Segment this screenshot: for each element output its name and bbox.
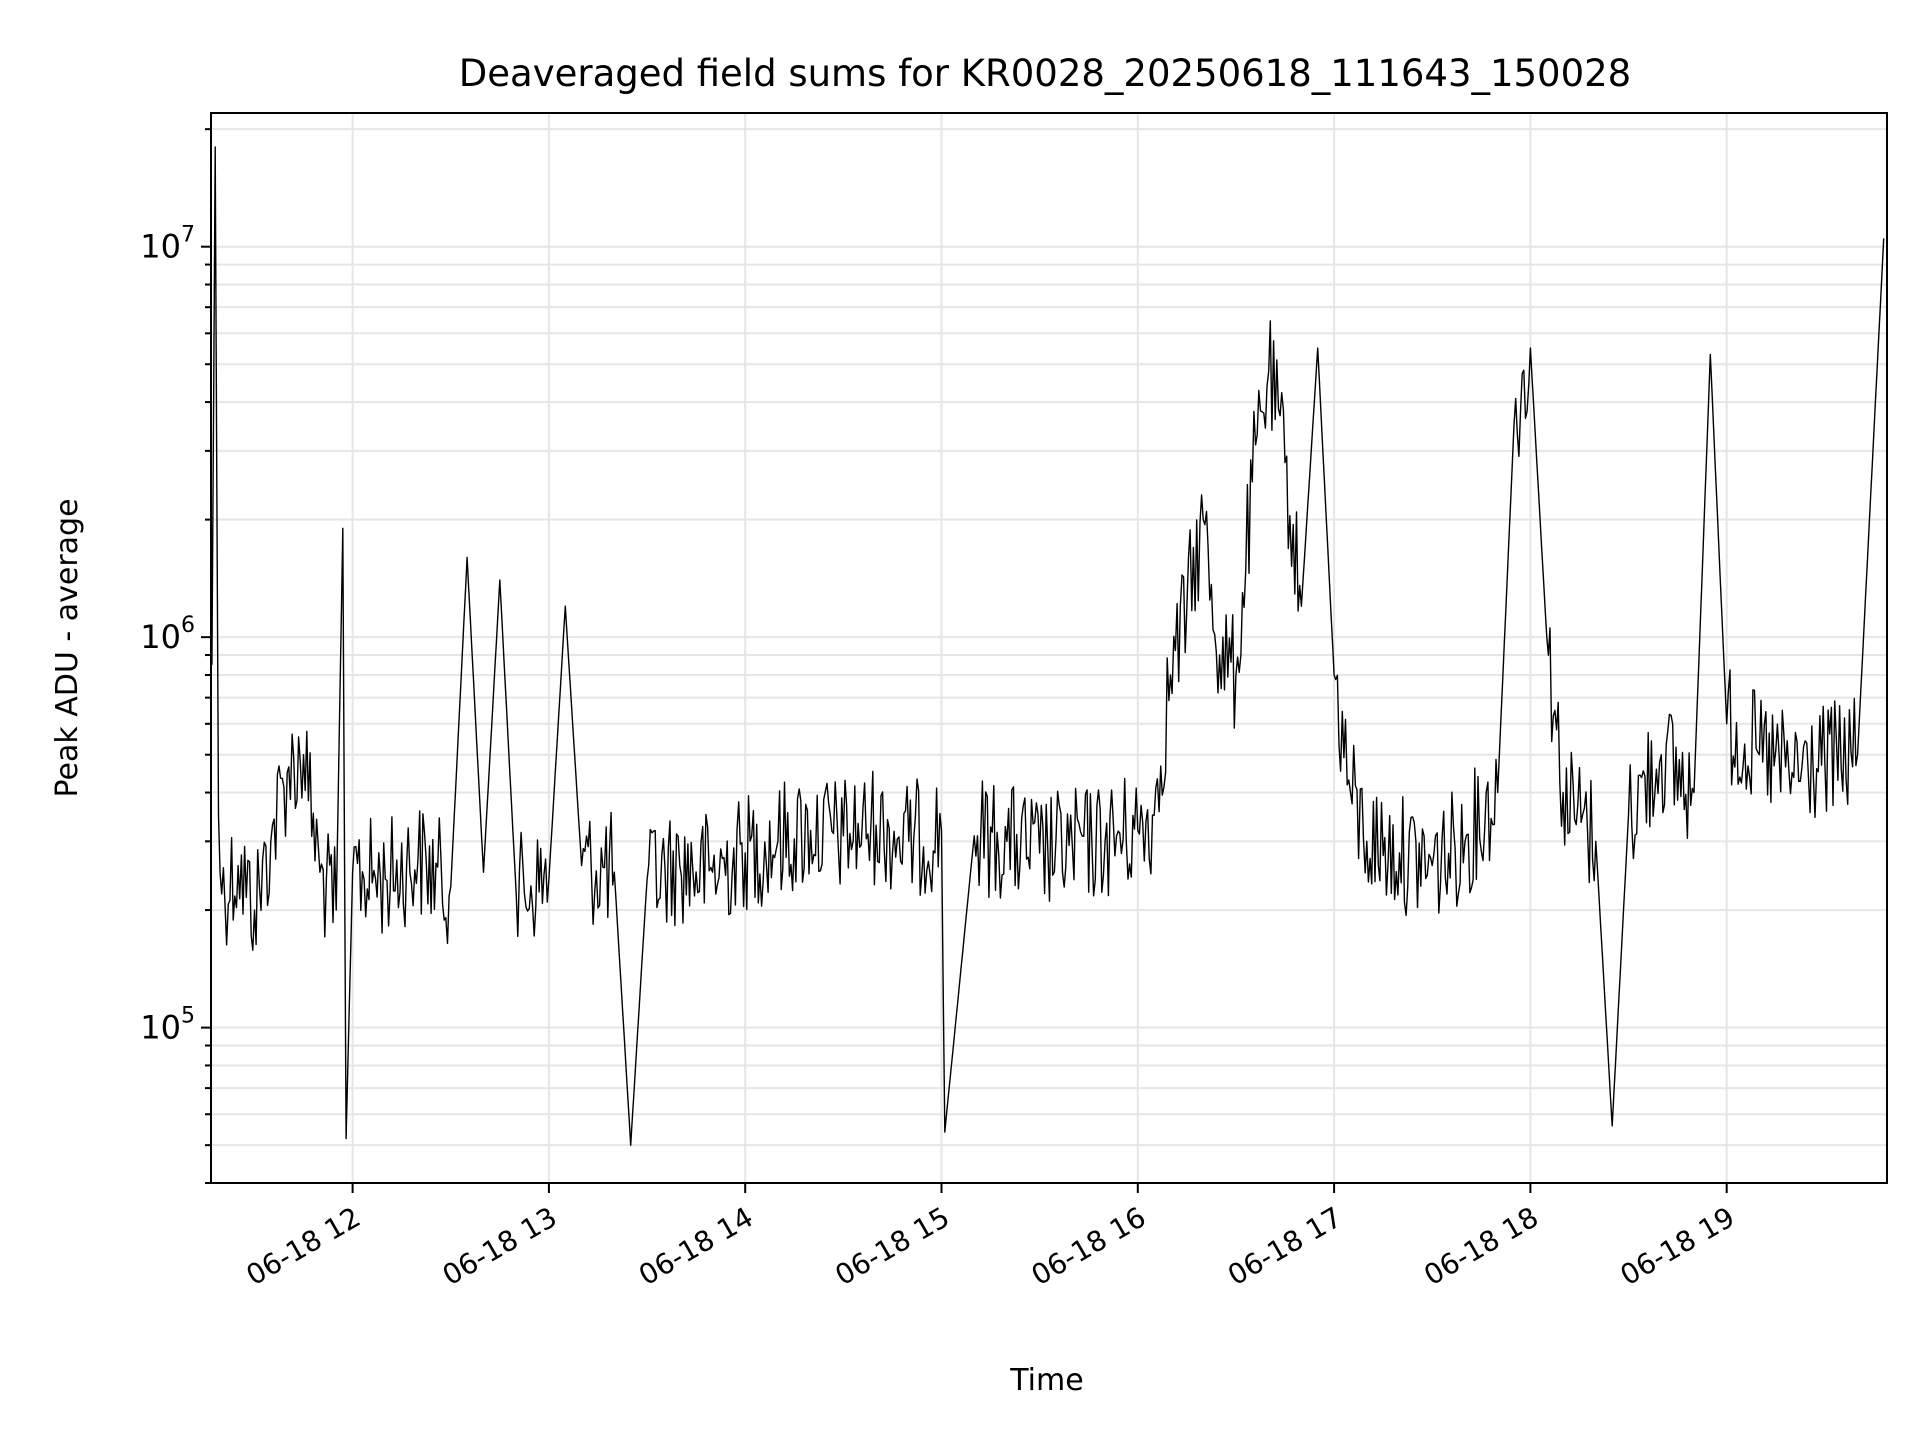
y-tick-label: 105	[140, 1004, 195, 1047]
grid-lines	[211, 113, 1887, 1184]
series-line	[211, 146, 1885, 1146]
y-axis-label: Peak ADU - average	[50, 498, 85, 797]
y-tick-label: 106	[140, 613, 195, 656]
y-tick-label: 107	[140, 223, 195, 266]
x-axis-label: Time	[1009, 1363, 1083, 1398]
plot-frame	[210, 112, 1888, 1184]
chart-title: Deaveraged field sums for KR0028_2025061…	[459, 52, 1631, 95]
series-layer	[211, 146, 1885, 1146]
